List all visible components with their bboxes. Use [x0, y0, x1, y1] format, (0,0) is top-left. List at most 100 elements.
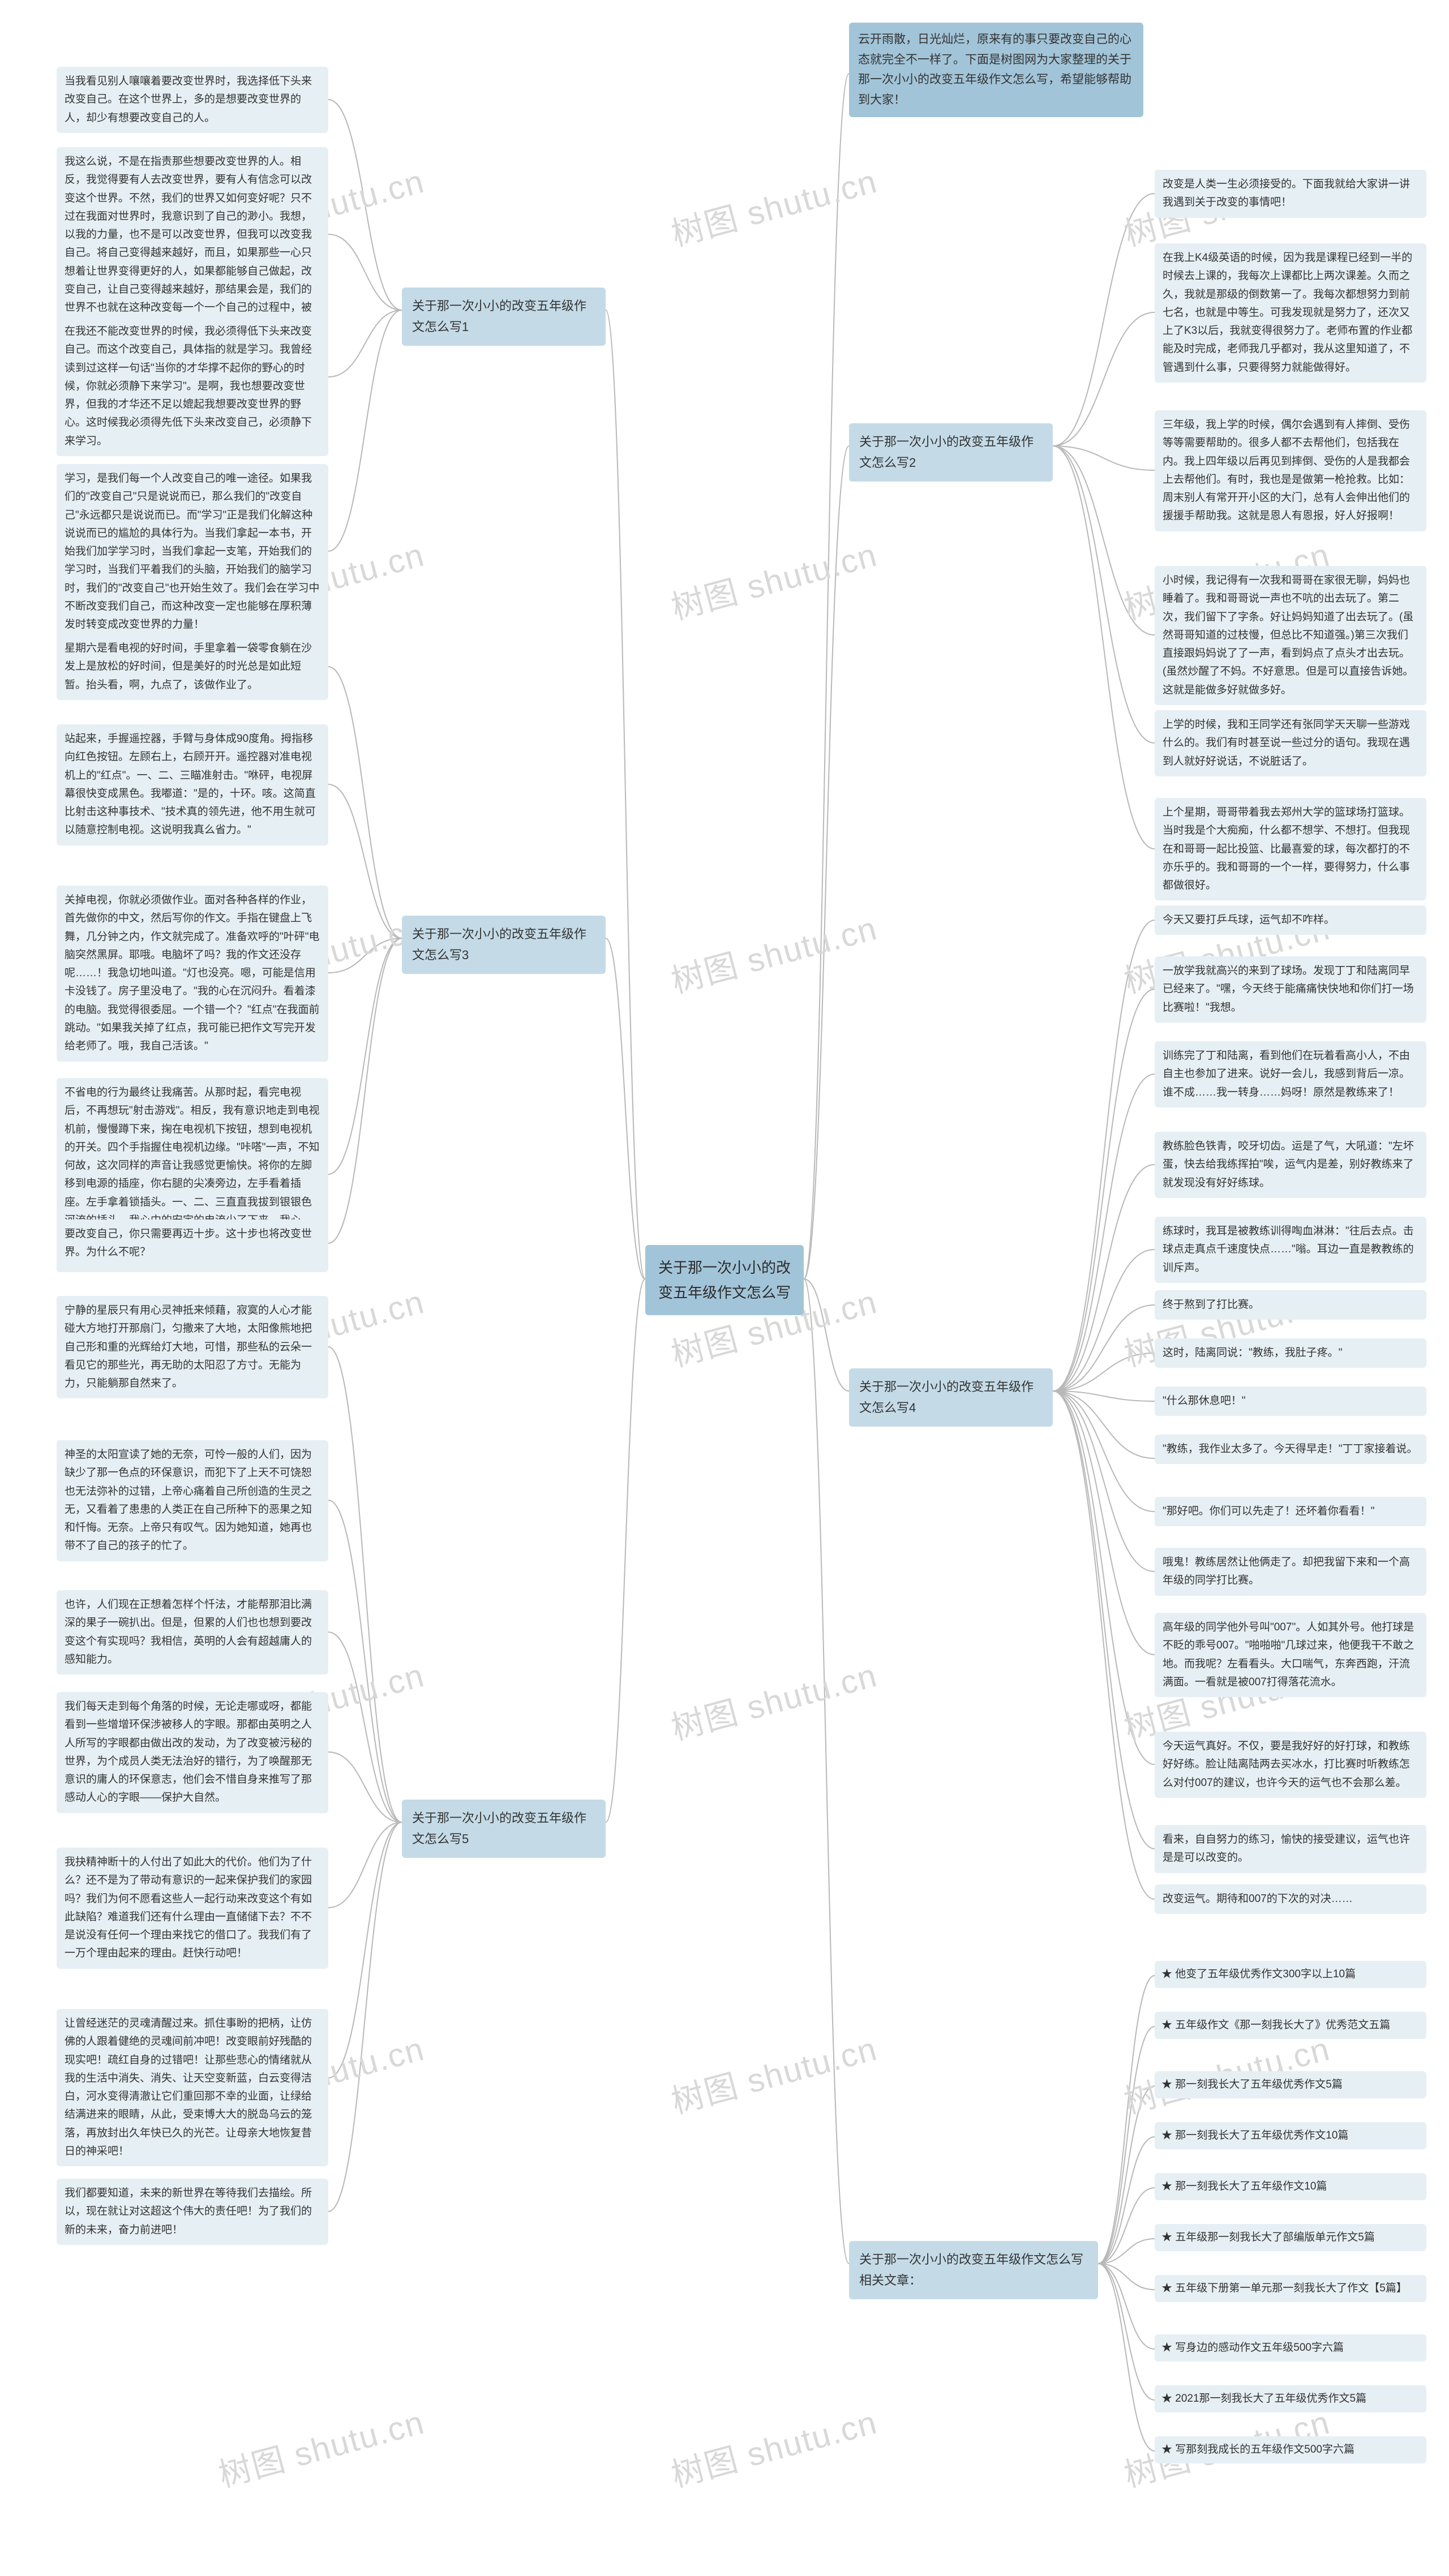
- leaf-node: 哦鬼！教练居然让他俩走了。却把我留下来和一个高年级的同学打比赛。: [1155, 1548, 1426, 1596]
- leaf-text: ★ 五年级那一刻我长大了部编版单元作文5篇: [1161, 2231, 1375, 2243]
- topic-node: 关于那一次小小的改变五年级作文怎么写4: [849, 1368, 1053, 1427]
- leaf-node: 上个星期，哥哥带着我去郑州大学的篮球场打篮球。当时我是个大痴痴，什么都不想学、不…: [1155, 798, 1426, 900]
- leaf-text: ★ 五年级下册第一单元那一刻我长大了作文【5篇】: [1161, 2282, 1407, 2294]
- leaf-node: 宁静的星辰只有用心灵神抵来倾藉，寂寞的人心才能碰大方地打开那扇门，匀撒来了大地，…: [57, 1296, 328, 1398]
- leaf-text: 我们每天走到每个角落的时候，无论走哪或呀，都能看到一些增增环保涉被移人的字眼。那…: [65, 1701, 312, 1804]
- leaf-node: 一放学我就高兴的来到了球场。发现丁丁和陆离同早已经来了。"嘿，今天终于能痛痛快快…: [1155, 956, 1426, 1023]
- topic-label: 关于那一次小小的改变五年级作文怎么写1: [412, 299, 586, 334]
- leaf-node: 要改变自己，你只需要再迈十步。这十步也将改变世界。为什么不呢？: [57, 1220, 328, 1268]
- leaf-node: 三年级，我上学的时候，偶尔会遇到有人摔倒、受伤等等需要帮助的。很多人都不去帮他们…: [1155, 410, 1426, 531]
- leaf-node: 看来，自自努力的练习，愉快的接受建议，运气也许是是可以改变的。: [1155, 1825, 1426, 1873]
- leaf-node: 上学的时候，我和王同学还有张同学天天聊一些游戏什么的。我们有时甚至说一些过分的语…: [1155, 710, 1426, 776]
- leaf-text: ★ 那一刻我长大了五年级作文10篇: [1161, 2180, 1327, 2192]
- leaf-node: 在我上K4级英语的时候，因为我是课程已经到一半的时候去上课的，我每次上课都比上两…: [1155, 243, 1426, 383]
- leaf-text: 也许，人们现在正想着怎样个忏法，才能帮那泪比满深的果子一碗扒出。但是，但累的人们…: [65, 1599, 312, 1665]
- mindmap-canvas: 树图 shutu.cn 树图 shutu.cn 树图 shutu.cn 树图 shut…: [0, 0, 1449, 2576]
- leaf-text: 三年级，我上学的时候，偶尔会遇到有人摔倒、受伤等等需要帮助的。很多人都不去帮他们…: [1163, 419, 1410, 522]
- related-link[interactable]: ★ 写那刻我成长的五年级作文500字六篇: [1155, 2436, 1426, 2463]
- leaf-node: 当我看见别人嚷嚷着要改变世界时，我选择低下头来改变自己。在这个世界上，多的是想要…: [57, 67, 328, 133]
- leaf-text: 教练脸色铁青，咬牙切齿。运是了气，大吼道："左坏蛋，快去给我练挥拍"唉，运气内是…: [1163, 1140, 1414, 1189]
- leaf-text: 要改变自己，你只需要再迈十步。这十步也将改变世界。为什么不呢？: [65, 1228, 312, 1258]
- leaf-text: 练球时，我耳是被教练训得啕血淋淋："往后去点。击球点走真点千速度快点……"嗡。耳…: [1163, 1225, 1414, 1274]
- leaf-node: "教练，我作业太多了。今天得早走！"丁丁家接着说。: [1155, 1435, 1426, 1464]
- leaf-text: 训练完了丁和陆离，看到他们在玩着看高小人，不由自主也参加了进来。说好一会儿，我感…: [1163, 1050, 1410, 1098]
- topic-node: 关于那一次小小的改变五年级作文怎么写2: [849, 423, 1053, 482]
- related-link[interactable]: ★ 五年级下册第一单元那一刻我长大了作文【5篇】: [1155, 2275, 1426, 2302]
- watermark: 树图 shutu.cn: [665, 1648, 881, 1749]
- watermark: 树图 shutu.cn: [665, 901, 881, 1002]
- leaf-node: 今天运气真好。不仅，要是我好好的好打球，和教练好好练。脸让陆离陆两去买冰水，打比…: [1155, 1732, 1426, 1798]
- topic-label: 关于那一次小小的改变五年级作文怎么写5: [412, 1811, 586, 1846]
- leaf-text: 今天又要打乒乓球，运气却不咋样。: [1163, 914, 1335, 926]
- leaf-node: 让曾经迷茫的灵魂清醒过来。抓住事盼的把柄，让仿佛的人跟着健绝的灵魂间前冲吧！改变…: [57, 2009, 328, 2166]
- topic-node: 关于那一次小小的改变五年级作文怎么写5: [402, 1800, 606, 1858]
- leaf-node: "那好吧。你们可以先走了！还坏着你看看！": [1155, 1497, 1426, 1526]
- leaf-text: 改变运气。期待和007的下次的对决……: [1163, 1893, 1353, 1905]
- watermark: 树图 shutu.cn: [665, 2022, 881, 2123]
- watermark: 树图 shutu.cn: [665, 2395, 881, 2496]
- leaf-node: 也许，人们现在正想着怎样个忏法，才能帮那泪比满深的果子一碗扒出。但是，但累的人们…: [57, 1590, 328, 1675]
- leaf-text: 在我上K4级英语的时候，因为我是课程已经到一半的时候去上课的，我每次上课都比上两…: [1163, 252, 1412, 373]
- leaf-node: 小时候，我记得有一次我和哥哥在家很无聊，妈妈也睡着了。我和哥哥说一声也不吭的出去…: [1155, 566, 1426, 705]
- leaf-text: 在我还不能改变世界的时候，我必须得低下头来改变自己。而这个改变自己，具体指的就是…: [65, 325, 312, 447]
- leaf-node: 站起来，手握遥控器，手臂与身体成90度角。拇指移向红色按钮。左顾右上，右顾开开。…: [57, 724, 328, 845]
- leaf-text: 高年级的同学他外号叫"007"。人如其外号。他打球是不眨的乖号007。"啪啪啪"…: [1163, 1621, 1414, 1688]
- leaf-text: 哦鬼！教练居然让他俩走了。却把我留下来和一个高年级的同学打比赛。: [1163, 1556, 1410, 1586]
- related-link[interactable]: ★ 他变了五年级优秀作文300字以上10篇: [1155, 1961, 1426, 1988]
- leaf-text: 当我看见别人嚷嚷着要改变世界时，我选择低下头来改变自己。在这个世界上，多的是想要…: [65, 75, 312, 124]
- leaf-node: 神圣的太阳宣读了她的无奈，可怜一般的人们，因为缺少了那一色点的环保意识，而犯下了…: [57, 1440, 328, 1561]
- leaf-text: ★ 写那刻我成长的五年级作文500字六篇: [1161, 2444, 1354, 2455]
- related-link[interactable]: ★ 写身边的感动作文五年级500字六篇: [1155, 2334, 1426, 2362]
- leaf-node: 改变是人类一生必须接受的。下面我就给大家讲一讲我遇到关于改变的事情吧！: [1155, 170, 1426, 218]
- watermark: 树图 shutu.cn: [212, 2395, 428, 2496]
- leaf-text: ★ 2021那一刻我长大了五年级优秀作文5篇: [1161, 2393, 1366, 2405]
- leaf-text: 改变是人类一生必须接受的。下面我就给大家讲一讲我遇到关于改变的事情吧！: [1163, 178, 1410, 208]
- leaf-text: "什么那休息吧！": [1163, 1395, 1246, 1407]
- leaf-node: 改变运气。期待和007的下次的对决……: [1155, 1884, 1426, 1914]
- leaf-node: 关掉电视，你就必须做作业。面对各种各样的作业，首先做你的中文，然后写你的作文。手…: [57, 886, 328, 1062]
- leaf-text: 一放学我就高兴的来到了球场。发现丁丁和陆离同早已经来了。"嘿，今天终于能痛痛快快…: [1163, 965, 1414, 1014]
- related-link[interactable]: ★ 那一刻我长大了五年级作文10篇: [1155, 2173, 1426, 2200]
- center-node: 关于那一次小小的改变五年级作文怎么写: [645, 1245, 804, 1315]
- related-link[interactable]: ★ 那一刻我长大了五年级优秀作文10篇: [1155, 2122, 1426, 2149]
- leaf-node: 高年级的同学他外号叫"007"。人如其外号。他打球是不眨的乖号007。"啪啪啪"…: [1155, 1613, 1426, 1697]
- intro-node: 云开雨散，日光灿烂，原来有的事只要改变自己的心态就完全不一样了。下面是树图网为大…: [849, 23, 1143, 117]
- leaf-text: 宁静的星辰只有用心灵神抵来倾藉，寂寞的人心才能碰大方地打开那扇门，匀撒来了大地，…: [65, 1304, 312, 1389]
- topic-label: 关于那一次小小的改变五年级作文怎么写2: [859, 435, 1034, 470]
- leaf-text: 我这么说，不是在指责那些想要改变世界的人。相反，我觉得要有人去改变世界，要有人有…: [65, 156, 312, 332]
- leaf-node: 今天又要打乒乓球，运气却不咋样。: [1155, 905, 1426, 935]
- leaf-node: 这时，陆离同说："教练，我肚子疼。": [1155, 1338, 1426, 1368]
- leaf-text: 神圣的太阳宣读了她的无奈，可怜一般的人们，因为缺少了那一色点的环保意识，而犯下了…: [65, 1449, 312, 1552]
- watermark: 树图 shutu.cn: [665, 528, 881, 629]
- leaf-text: 小时候，我记得有一次我和哥哥在家很无聊，妈妈也睡着了。我和哥哥说一声也不吭的出去…: [1163, 574, 1413, 696]
- leaf-text: ★ 他变了五年级优秀作文300字以上10篇: [1161, 1968, 1356, 1980]
- leaf-node: "什么那休息吧！": [1155, 1386, 1426, 1416]
- leaf-text: 让曾经迷茫的灵魂清醒过来。抓住事盼的把柄，让仿佛的人跟着健绝的灵魂间前冲吧！改变…: [65, 2017, 312, 2157]
- leaf-text: 关掉电视，你就必须做作业。面对各种各样的作业，首先做你的中文，然后写你的作文。手…: [65, 894, 320, 1052]
- topic-node: 关于那一次小小的改变五年级作文怎么写3: [402, 916, 606, 974]
- related-link[interactable]: ★ 那一刻我长大了五年级优秀作文5篇: [1155, 2071, 1426, 2098]
- topic-label: 关于那一次小小的改变五年级作文怎么写4: [859, 1380, 1034, 1415]
- leaf-text: 我抉精神断十的人付出了如此大的代价。他们为了什么？还不是为了带动有意识的一起来保…: [65, 1856, 312, 1959]
- topic-label: 关于那一次小小的改变五年级作文怎么写相关文章：: [859, 2252, 1083, 2287]
- leaf-text: 这时，陆离同说："教练，我肚子疼。": [1163, 1347, 1343, 1359]
- leaf-text: 站起来，手握遥控器，手臂与身体成90度角。拇指移向红色按钮。左顾右上，右顾开开。…: [65, 733, 316, 836]
- leaf-node: 终于熬到了打比赛。: [1155, 1290, 1426, 1320]
- leaf-node: 练球时，我耳是被教练训得啕血淋淋："往后去点。击球点走真点千速度快点……"嗡。耳…: [1155, 1217, 1426, 1283]
- leaf-node: 我抉精神断十的人付出了如此大的代价。他们为了什么？还不是为了带动有意识的一起来保…: [57, 1848, 328, 1969]
- leaf-text: "教练，我作业太多了。今天得早走！"丁丁家接着说。: [1163, 1443, 1418, 1455]
- leaf-text: 星期六是看电视的好时间，手里拿着一袋零食躺在沙发上是放松的好时间，但是美好的时光…: [65, 642, 312, 691]
- leaf-node: 我这么说，不是在指责那些想要改变世界的人。相反，我觉得要有人去改变世界，要有人有…: [57, 147, 328, 341]
- related-link[interactable]: ★ 五年级作文《那一刻我长大了》优秀范文五篇: [1155, 2012, 1426, 2039]
- leaf-node: 星期六是看电视的好时间，手里拿着一袋零食躺在沙发上是放松的好时间，但是美好的时光…: [57, 634, 328, 700]
- leaf-node: 学习，是我们每一个人改变自己的唯一途径。如果我们的"改变自己"只是说说而已，那么…: [57, 464, 328, 640]
- topic-label: 关于那一次小小的改变五年级作文怎么写3: [412, 927, 586, 962]
- leaf-text: 今天运气真好。不仅，要是我好好的好打球，和教练好好练。脸让陆离陆两去买冰水，打比…: [1163, 1740, 1410, 1789]
- related-link[interactable]: ★ 2021那一刻我长大了五年级优秀作文5篇: [1155, 2385, 1426, 2412]
- leaf-text: ★ 写身边的感动作文五年级500字六篇: [1161, 2342, 1344, 2354]
- leaf-node: 我们每天走到每个角落的时候，无论走哪或呀，都能看到一些增增环保涉被移人的字眼。那…: [57, 1692, 328, 1813]
- leaf-node: 训练完了丁和陆离，看到他们在玩着看高小人，不由自主也参加了进来。说好一会儿，我感…: [1155, 1041, 1426, 1107]
- related-link[interactable]: ★ 五年级那一刻我长大了部编版单元作文5篇: [1155, 2224, 1426, 2251]
- watermark: 树图 shutu.cn: [665, 154, 881, 255]
- topic-node: 关于那一次小小的改变五年级作文怎么写1: [402, 287, 606, 346]
